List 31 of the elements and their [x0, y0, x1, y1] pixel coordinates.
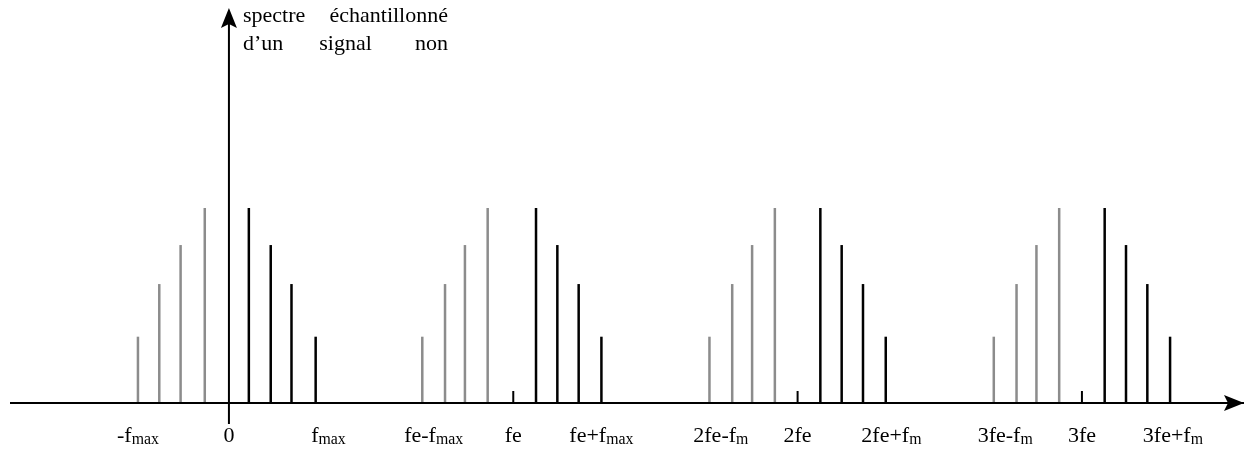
- x-tick-label: 2fe-f$_{m}$: [693, 422, 750, 447]
- x-tick-label: 3fe-f$_{m}$: [977, 422, 1034, 447]
- bar: [819, 208, 822, 403]
- bar: [421, 336, 424, 403]
- bar: [1103, 208, 1106, 403]
- bar: [708, 336, 711, 403]
- x-tick-label: 3fe+f$_{m}$: [1142, 422, 1204, 447]
- bar: [884, 336, 887, 403]
- bar: [1015, 284, 1018, 403]
- x-tick-label: 3fe: [1067, 422, 1096, 447]
- bar: [1146, 284, 1149, 403]
- x-tick-label: 2fe+f$_{m}$: [861, 422, 923, 447]
- bar: [269, 245, 272, 403]
- x-tick-label: fe-f$_{max}$: [404, 422, 464, 447]
- x-tick-label: fe: [504, 422, 522, 447]
- bar: [1035, 245, 1038, 403]
- bar: [600, 336, 603, 403]
- x-tick-label: -f$_{max}$: [116, 422, 159, 447]
- bar: [158, 284, 161, 403]
- bar: [486, 208, 489, 403]
- bar: [556, 245, 559, 403]
- x-tick-label: 2fe: [783, 422, 812, 447]
- x-tick-label: 0: [223, 422, 235, 447]
- bar: [290, 284, 293, 403]
- bar: [840, 245, 843, 403]
- bar: [314, 336, 317, 403]
- bar: [179, 245, 182, 403]
- chart-title: spectre échantillonné d’un signal non: [243, 2, 448, 55]
- bar: [577, 284, 580, 403]
- x-tick-label: f$_{max}$: [311, 422, 346, 447]
- x-tick-label: fe+f$_{max}$: [569, 422, 634, 447]
